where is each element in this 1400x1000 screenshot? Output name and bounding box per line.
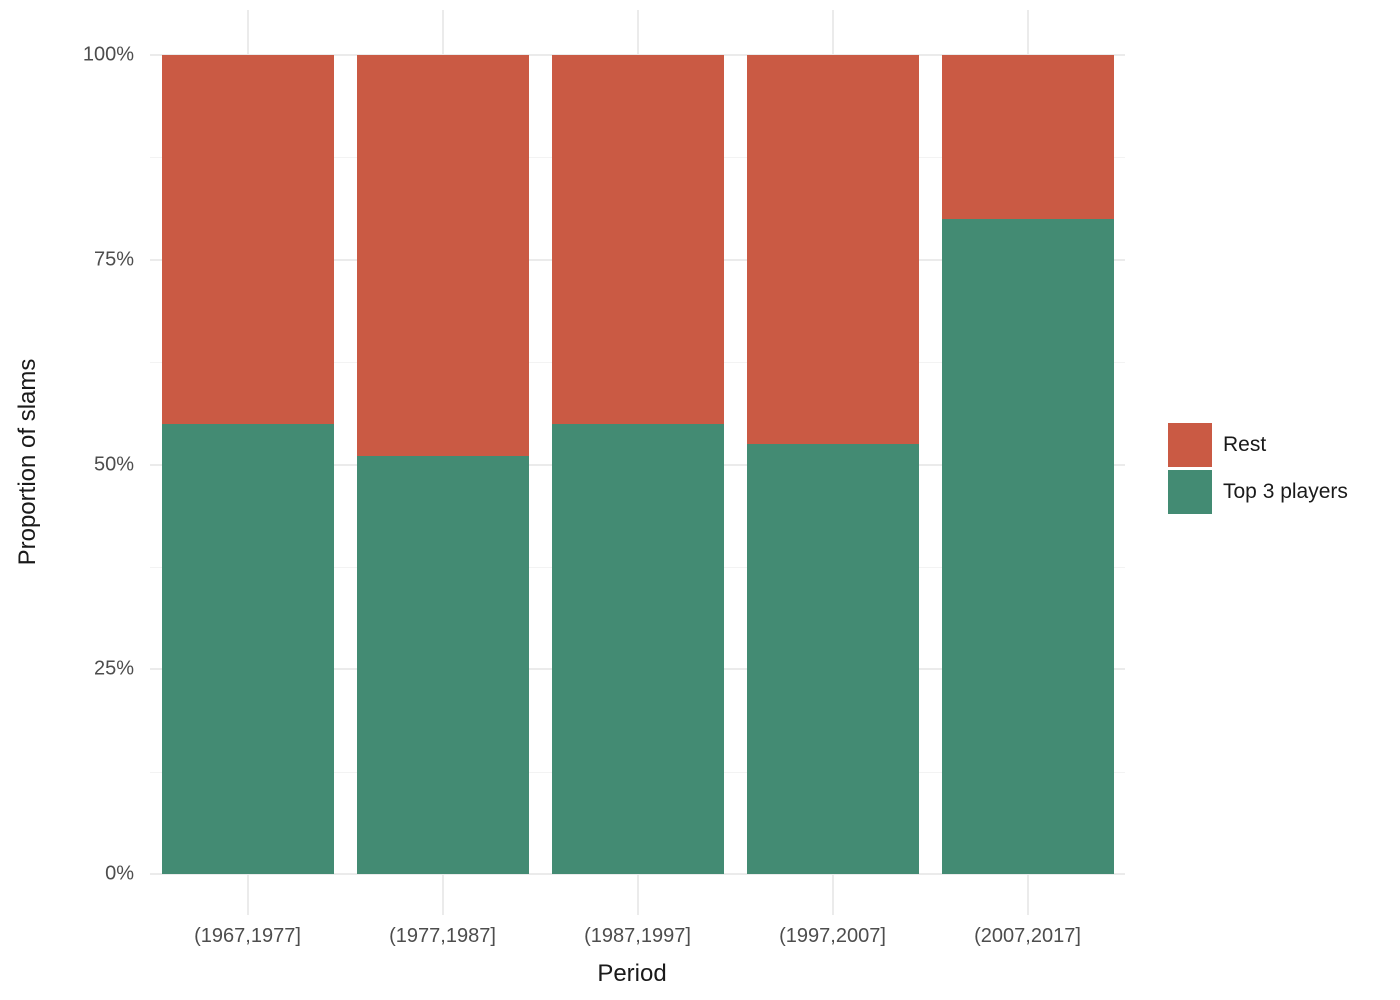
y-axis-tick-labels: 0% 25% 50% 75% 100%: [0, 0, 140, 1000]
bar-segment-rest: [746, 55, 919, 445]
x-tick-label: (1997,2007]: [779, 925, 886, 947]
bar-segment-rest: [941, 55, 1114, 219]
legend-label: Rest: [1223, 433, 1267, 456]
legend-key-rest: [1168, 423, 1212, 467]
legend-entry: Top 3 players: [1168, 470, 1348, 514]
x-tick-label: (1967,1977]: [194, 925, 301, 947]
bar-segment-rest: [551, 55, 724, 424]
bar-5: [941, 10, 1114, 915]
plot-panel: [150, 10, 1125, 915]
bar-segment-top-3-players: [356, 456, 529, 874]
x-tick-label: (1977,1987]: [389, 925, 496, 947]
x-axis-title: Period: [597, 960, 667, 987]
bar-1: [161, 10, 334, 915]
legend-label: Top 3 players: [1223, 480, 1348, 503]
y-tick-label: 50%: [93, 453, 134, 475]
legend-key-top-3-players: [1168, 470, 1212, 514]
bar-segment-rest: [161, 55, 334, 424]
bar-segment-top-3-players: [746, 444, 919, 874]
bar-3: [551, 10, 724, 915]
legend: Rest Top 3 players: [1168, 423, 1348, 514]
bar-segment-top-3-players: [161, 423, 334, 874]
x-tick-label: (2007,2017]: [974, 925, 1081, 947]
y-tick-label: 25%: [93, 657, 134, 680]
bar-segment-top-3-players: [551, 423, 724, 874]
y-tick-label: 100%: [82, 43, 134, 66]
x-tick-label: (1987,1997]: [584, 925, 691, 947]
major-gridline: [150, 873, 1125, 875]
bar-2: [356, 10, 529, 915]
legend-entry: Rest: [1168, 423, 1348, 467]
bar-segment-top-3-players: [941, 218, 1114, 874]
y-tick-label: 0%: [105, 862, 134, 885]
y-tick-label: 75%: [93, 248, 134, 271]
bar-segment-rest: [356, 55, 529, 457]
major-gridline: [150, 54, 1125, 56]
bar-4: [746, 10, 919, 915]
